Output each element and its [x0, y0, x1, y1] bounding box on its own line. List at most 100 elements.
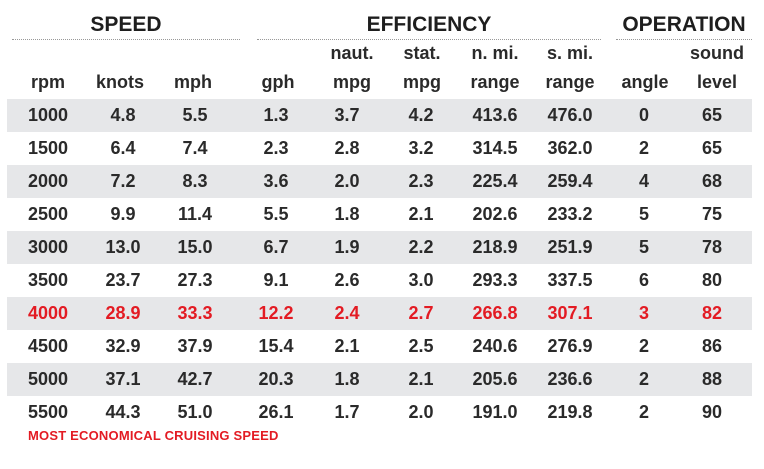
cell-angle: 6: [638, 270, 649, 290]
cell-rpm: 4000: [27, 303, 69, 323]
group-rule-operation: [616, 39, 752, 40]
cell-rpm: 5000: [27, 369, 69, 389]
col-header-stat-mpg-top: stat.: [403, 43, 441, 63]
col-header-mph: mph: [174, 72, 212, 92]
cell-sound-level: 80: [701, 270, 723, 290]
cell-angle: 2: [638, 369, 649, 389]
cell-mph: 33.3: [177, 303, 213, 323]
cell-gph: 6.7: [263, 237, 289, 257]
cell-angle: 3: [638, 303, 649, 323]
cell-naut-mpg: 1.8: [334, 369, 360, 389]
cell-angle: 2: [638, 138, 649, 158]
table-row-highlighted: 4000 28.9 33.3 12.2 2.4 2.7 266.8 307.1 …: [7, 297, 752, 330]
cell-mph: 5.5: [182, 105, 208, 125]
cell-stat-mpg: 2.7: [408, 303, 434, 323]
cell-mph: 11.4: [177, 204, 213, 224]
cell-angle: 2: [638, 402, 649, 422]
cell-nmi-range: 202.6: [472, 204, 518, 224]
cell-gph: 1.3: [263, 105, 289, 125]
cell-knots: 32.9: [105, 336, 141, 356]
col-header-rpm: rpm: [30, 72, 65, 92]
cell-stat-mpg: 2.2: [408, 237, 434, 257]
cell-mph: 7.4: [182, 138, 208, 158]
cell-nmi-range: 240.6: [472, 336, 518, 356]
cell-gph: 5.5: [263, 204, 289, 224]
cell-angle: 4: [638, 171, 649, 191]
cell-gph: 20.3: [258, 369, 294, 389]
cell-smi-range: 337.5: [547, 270, 593, 290]
col-header-smi-range-bottom: range: [545, 72, 595, 92]
col-header-naut-mpg-top: naut.: [330, 43, 374, 63]
col-header-sound-level-top: sound: [690, 43, 744, 63]
cell-stat-mpg: 2.1: [408, 369, 434, 389]
group-header-efficiency: EFFICIENCY: [366, 13, 492, 36]
cell-smi-range: 251.9: [547, 237, 593, 257]
cell-knots: 37.1: [105, 369, 141, 389]
col-header-angle: angle: [621, 72, 669, 92]
table-row: 1000 4.8 5.5 1.3 3.7 4.2 413.6 476.0 0 6…: [7, 99, 752, 132]
col-header-naut-mpg-bottom: mpg: [333, 72, 371, 92]
col-header-knots: knots: [95, 72, 144, 92]
cell-naut-mpg: 3.7: [334, 105, 360, 125]
col-header-sound-level-bottom: level: [696, 72, 738, 92]
cell-stat-mpg: 2.1: [408, 204, 434, 224]
col-header-nmi-range-bottom: range: [470, 72, 520, 92]
cell-knots: 9.9: [110, 204, 136, 224]
footnote-economical-speed: MOST ECONOMICAL CRUISING SPEED: [28, 428, 279, 443]
cell-naut-mpg: 2.1: [334, 336, 360, 356]
cell-knots: 23.7: [105, 270, 141, 290]
cell-sound-level: 90: [701, 402, 723, 422]
cell-rpm: 1000: [27, 105, 69, 125]
cell-naut-mpg: 2.4: [334, 303, 360, 323]
cell-sound-level: 78: [701, 237, 723, 257]
cell-mph: 8.3: [182, 171, 208, 191]
cell-sound-level: 82: [701, 303, 723, 323]
cell-gph: 15.4: [258, 336, 294, 356]
table-row: 3500 23.7 27.3 9.1 2.6 3.0 293.3 337.5 6…: [7, 264, 752, 297]
cell-nmi-range: 413.6: [472, 105, 518, 125]
cell-nmi-range: 314.5: [472, 138, 518, 158]
table-row: 5000 37.1 42.7 20.3 1.8 2.1 205.6 236.6 …: [7, 363, 752, 396]
cell-mph: 15.0: [177, 237, 213, 257]
cell-stat-mpg: 4.2: [408, 105, 434, 125]
cell-smi-range: 476.0: [547, 105, 593, 125]
cell-knots: 44.3: [105, 402, 141, 422]
cell-nmi-range: 191.0: [472, 402, 518, 422]
cell-mph: 42.7: [177, 369, 213, 389]
cell-rpm: 4500: [27, 336, 69, 356]
cell-rpm: 2500: [27, 204, 69, 224]
cell-rpm: 5500: [27, 402, 69, 422]
cell-angle: 0: [638, 105, 649, 125]
cell-sound-level: 88: [701, 369, 723, 389]
cell-gph: 9.1: [263, 270, 289, 290]
cell-smi-range: 236.6: [547, 369, 593, 389]
cell-stat-mpg: 2.3: [408, 171, 434, 191]
cell-smi-range: 362.0: [547, 138, 593, 158]
group-header-speed: SPEED: [90, 13, 162, 36]
cell-smi-range: 259.4: [547, 171, 593, 191]
cell-knots: 28.9: [105, 303, 141, 323]
cell-naut-mpg: 1.8: [334, 204, 360, 224]
cell-naut-mpg: 1.9: [334, 237, 360, 257]
cell-knots: 7.2: [110, 171, 136, 191]
col-header-nmi-range-top: n. mi.: [471, 43, 519, 63]
cell-angle: 5: [638, 204, 649, 224]
cell-nmi-range: 225.4: [472, 171, 518, 191]
cell-knots: 4.8: [110, 105, 136, 125]
table-row: 5500 44.3 51.0 26.1 1.7 2.0 191.0 219.8 …: [7, 396, 752, 429]
cell-gph: 3.6: [263, 171, 289, 191]
cell-rpm: 3500: [27, 270, 69, 290]
table-row: 4500 32.9 37.9 15.4 2.1 2.5 240.6 276.9 …: [7, 330, 752, 363]
cell-rpm: 1500: [27, 138, 69, 158]
cell-nmi-range: 266.8: [472, 303, 518, 323]
cell-stat-mpg: 3.0: [408, 270, 434, 290]
group-rule-efficiency: [257, 39, 601, 40]
cell-sound-level: 65: [701, 105, 723, 125]
cell-sound-level: 86: [701, 336, 723, 356]
cell-naut-mpg: 2.6: [334, 270, 360, 290]
cell-knots: 6.4: [110, 138, 136, 158]
cell-naut-mpg: 2.8: [334, 138, 360, 158]
cell-rpm: 2000: [27, 171, 69, 191]
cell-stat-mpg: 2.5: [408, 336, 434, 356]
cell-angle: 5: [638, 237, 649, 257]
